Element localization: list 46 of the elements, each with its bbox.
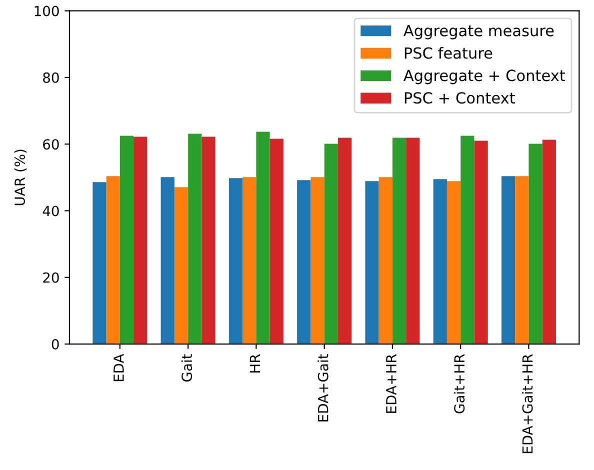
x-tick-label: HR (250, 354, 260, 372)
bar (120, 136, 134, 344)
bar (106, 176, 120, 344)
bar (92, 182, 106, 344)
bar (501, 176, 516, 344)
y-tick-label: 40 (42, 206, 59, 216)
bar (174, 187, 188, 344)
y-tick-label: 100 (34, 6, 59, 16)
bar (228, 178, 243, 344)
bar (460, 136, 474, 344)
bar (160, 177, 174, 344)
bar (446, 181, 461, 344)
y-tick-label: 0 (52, 339, 59, 350)
bar (270, 138, 284, 344)
bar (310, 177, 324, 344)
x-tick-label: EDA (114, 354, 124, 382)
bar (365, 181, 379, 344)
x-tick-label: EDA+Gait+HR (522, 354, 533, 454)
bar (378, 177, 392, 344)
y-axis-title: UAR (%) (14, 150, 27, 206)
x-tick-label: Gait+HR (454, 354, 465, 414)
bar (406, 138, 420, 344)
x-tick-label: EDA+HR (386, 354, 396, 413)
bar (297, 180, 311, 344)
legend-label: Aggregate measure (404, 25, 554, 40)
legend-label: PSC + Context (404, 92, 515, 104)
bar (542, 140, 556, 344)
bar (256, 132, 270, 344)
bar (188, 134, 202, 344)
bar (392, 138, 406, 344)
bar (433, 179, 447, 344)
bar (338, 138, 352, 344)
bar (515, 176, 529, 344)
y-tick-label: 60 (43, 139, 59, 150)
bar (528, 144, 542, 344)
bar (242, 177, 256, 344)
legend-label: PSC feature (404, 46, 492, 59)
bar (474, 140, 488, 344)
bar (134, 136, 148, 344)
bar (324, 144, 338, 344)
x-tick-label: EDA+Gait (318, 354, 328, 422)
y-tick-label: 80 (43, 72, 59, 83)
legend-label: Aggregate + Context (404, 70, 566, 84)
x-tick-label: Gait (181, 354, 192, 382)
y-tick-label: 20 (43, 272, 59, 283)
bar (202, 136, 216, 344)
